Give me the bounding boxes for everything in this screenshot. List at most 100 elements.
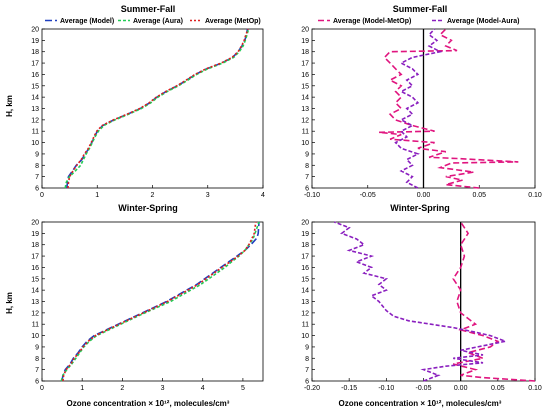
y-tick-label: 10 — [31, 333, 39, 340]
y-tick-label: 7 — [35, 174, 39, 181]
y-tick-label: 8 — [35, 356, 39, 363]
y-tick-label: 8 — [35, 163, 39, 170]
y-tick-label: 11 — [32, 129, 39, 136]
y-axis-label: H, km — [5, 95, 14, 117]
legend-entry: Average (Model-Aura) — [447, 18, 519, 25]
legend-entry: Average (Aura) — [133, 18, 183, 25]
panel-winter-spring-difference: Winter-Spring Ozone concentration × 10¹²… — [301, 203, 542, 408]
series-line-2 — [62, 221, 257, 382]
y-tick-label: 15 — [301, 83, 309, 90]
y-tick-label: 14 — [301, 288, 309, 295]
x-tick-label: 0.00 — [454, 385, 468, 392]
y-tick-label: 11 — [302, 129, 309, 136]
y-axis-label: H, km — [5, 292, 14, 314]
y-tick-label: 18 — [301, 242, 309, 249]
y-tick-label: 7 — [305, 174, 309, 181]
y-tick-label: 6 — [35, 186, 39, 193]
x-tick-label: 2 — [151, 192, 155, 199]
x-tick-label: 0.10 — [528, 192, 542, 199]
panel-winter-spring-concentration: Winter-Spring H, km Ozone concentration … — [5, 203, 264, 408]
y-tick-label: 19 — [301, 38, 309, 45]
y-tick-label: 20 — [31, 220, 39, 227]
y-tick-label: 14 — [31, 95, 39, 102]
y-tick-label: 10 — [301, 140, 309, 147]
y-tick-label: 13 — [301, 106, 309, 113]
y-tick-label: 8 — [305, 356, 309, 363]
series-line-0 — [452, 221, 536, 382]
x-tick-label: 0.05 — [472, 192, 486, 199]
x-tick-label: -0.20 — [304, 385, 320, 392]
y-tick-label: 18 — [31, 49, 39, 56]
y-tick-label: 7 — [35, 367, 39, 374]
x-tick-label: 0.10 — [528, 385, 542, 392]
x-tick-label: -0.15 — [341, 385, 357, 392]
x-tick-label: 3 — [206, 192, 210, 199]
x-tick-label: -0.05 — [416, 385, 432, 392]
y-tick-label: 18 — [31, 242, 39, 249]
plot-frame — [41, 221, 264, 382]
panel-summer-fall-difference: Summer-Fall 6 7 8 9 10 11 12 13 14 15 16 17 18 19 20 -0… — [301, 4, 542, 199]
y-tick-label: 15 — [31, 276, 39, 283]
y-tick-label: 16 — [301, 72, 309, 79]
y-tick-label: 6 — [305, 379, 309, 386]
panel-title: Winter-Spring — [390, 203, 449, 213]
plot-frame — [311, 221, 536, 382]
x-tick-label: 5 — [241, 385, 245, 392]
series-line-1 — [64, 28, 250, 189]
y-tick-label: 14 — [31, 288, 39, 295]
y-tick-label: 12 — [31, 310, 39, 317]
y-tick-label: 16 — [301, 265, 309, 272]
y-tick-label: 17 — [301, 254, 309, 261]
y-tick-label: 17 — [31, 254, 39, 261]
x-tick-label: -0.10 — [304, 192, 320, 199]
x-tick-label: 3 — [161, 385, 165, 392]
y-tick-label: 12 — [301, 117, 309, 124]
x-tick-label: 4 — [201, 385, 205, 392]
y-tick-label: 17 — [31, 61, 39, 68]
y-tick-label: 13 — [301, 299, 309, 306]
y-tick-label: 13 — [31, 106, 39, 113]
y-tick-label: 8 — [305, 163, 309, 170]
series-line-0 — [66, 28, 249, 189]
x-tick-label: -0.10 — [378, 385, 394, 392]
y-tick-label: 11 — [32, 322, 39, 329]
x-tick-label: 0.00 — [417, 192, 431, 199]
series-line-1 — [334, 221, 509, 382]
panel-title: Winter-Spring — [118, 203, 177, 213]
y-tick-label: 9 — [35, 151, 39, 158]
y-tick-label: 18 — [301, 49, 309, 56]
y-tick-label: 9 — [305, 151, 309, 158]
series-line-0 — [378, 28, 519, 189]
y-tick-label: 12 — [301, 310, 309, 317]
y-tick-label: 12 — [31, 117, 39, 124]
panel-title: Summer-Fall — [121, 4, 176, 14]
y-tick-label: 9 — [35, 344, 39, 351]
y-tick-label: 10 — [31, 140, 39, 147]
x-tick-label: -0.05 — [360, 192, 376, 199]
x-axis-label: Ozone concentration × 10¹², molecules/cm… — [67, 399, 230, 408]
y-tick-label: 19 — [31, 38, 39, 45]
y-tick-label: 20 — [31, 27, 39, 34]
y-tick-label: 15 — [301, 276, 309, 283]
plot-frame — [41, 28, 264, 189]
series-line-0 — [61, 221, 260, 382]
y-tick-label: 9 — [305, 344, 309, 351]
y-tick-label: 15 — [31, 83, 39, 90]
y-tick-label: 7 — [305, 367, 309, 374]
x-tick-label: 0.05 — [491, 385, 505, 392]
y-tick-label: 14 — [301, 95, 309, 102]
y-tick-label: 19 — [301, 231, 309, 238]
y-tick-label: 16 — [31, 72, 39, 79]
y-tick-label: 17 — [301, 61, 309, 68]
y-tick-label: 19 — [31, 231, 39, 238]
panel-summer-fall-concentration: Summer-Fall H, km 6 7 8 9 10 11 12 13 14 15 16 17 18… — [5, 4, 265, 199]
x-tick-label: 0 — [40, 385, 44, 392]
y-tick-label: 16 — [31, 265, 39, 272]
x-tick-label: 4 — [261, 192, 265, 199]
legend-entry: Average (Model) — [60, 18, 114, 25]
y-tick-label: 20 — [301, 220, 309, 227]
series-line-1 — [60, 221, 260, 382]
y-tick-label: 10 — [301, 333, 309, 340]
y-tick-label: 13 — [31, 299, 39, 306]
